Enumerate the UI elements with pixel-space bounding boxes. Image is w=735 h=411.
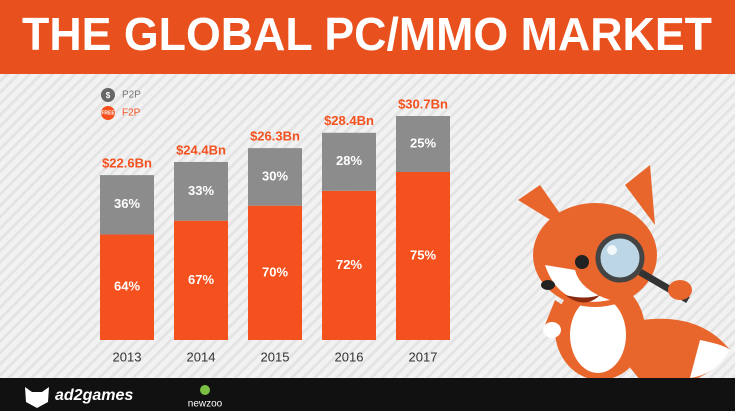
x-tick-label: 2016: [335, 349, 364, 364]
value-label: 25%: [410, 135, 436, 150]
partner-logo: newzoo: [188, 399, 223, 410]
chart-title: THE GLOBAL PC/MMO MARKET: [22, 8, 712, 60]
x-tick-label: 2014: [187, 349, 216, 364]
total-label: $24.4Bn: [176, 142, 226, 157]
total-label: $26.3Bn: [250, 129, 300, 144]
x-tick-label: 2013: [113, 349, 142, 364]
value-label: 67%: [188, 272, 214, 287]
bar-segment: [174, 220, 228, 340]
legend-icon-text: FREE: [101, 110, 115, 116]
brand-icon: [25, 387, 49, 408]
value-label: 28%: [336, 153, 362, 168]
bar-segment: [100, 175, 154, 235]
bar-segment: [396, 172, 450, 340]
partner-icon: [200, 385, 210, 395]
title-banner: [0, 0, 735, 74]
legend-icon-p2p: [101, 88, 115, 102]
total-label: $28.4Bn: [324, 113, 374, 128]
value-label: 70%: [262, 264, 288, 279]
value-label: 72%: [336, 257, 362, 272]
bar-segment: [100, 234, 154, 340]
bar-segment: [174, 161, 228, 221]
legend-icon-f2p: [101, 106, 115, 120]
brand-logo: ad2games: [55, 387, 133, 404]
bar-segment: [248, 205, 302, 340]
legend-label: F2P: [122, 108, 141, 119]
bar-segment: [396, 116, 450, 172]
x-tick-label: 2017: [409, 349, 438, 364]
value-label: 36%: [114, 196, 140, 211]
bar-segment: [322, 190, 376, 340]
legend-label: P2P: [122, 90, 141, 101]
total-label: $22.6Bn: [102, 156, 152, 171]
footer-band: [0, 378, 735, 411]
x-tick-label: 2015: [261, 349, 290, 364]
value-label: 64%: [114, 279, 140, 294]
total-label: $30.7Bn: [398, 96, 448, 111]
value-label: 75%: [410, 247, 436, 262]
bar-segment: [322, 132, 376, 191]
bar-segment: [248, 148, 302, 206]
fox-illustration: [518, 165, 730, 384]
value-label: 30%: [262, 168, 288, 183]
value-label: 33%: [188, 183, 214, 198]
legend-icon-p2p-symbol: $: [106, 91, 111, 100]
